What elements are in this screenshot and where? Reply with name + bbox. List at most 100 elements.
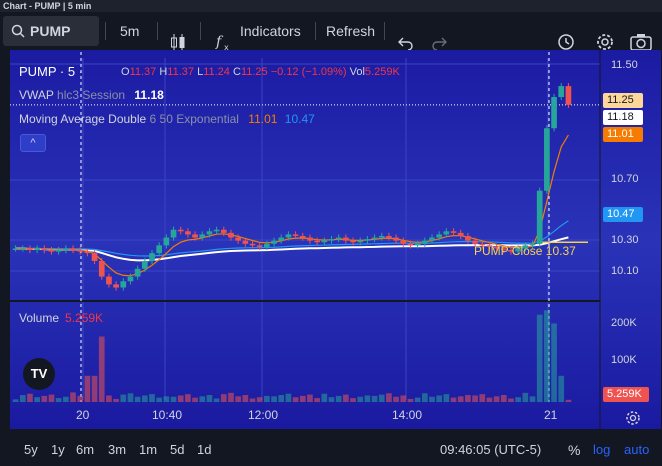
- interval-button[interactable]: 5m: [120, 23, 140, 39]
- volume-bar: [450, 397, 457, 402]
- ma-slow-value: 10.47: [284, 112, 315, 126]
- candle-body: [63, 248, 69, 251]
- volume-bar: [292, 397, 299, 402]
- candle-body: [34, 248, 40, 251]
- candle-body: [220, 229, 227, 233]
- candle-body: [307, 237, 313, 241]
- range-1y[interactable]: 1y: [51, 442, 65, 457]
- candle-body: [292, 234, 299, 236]
- svg-text:f: f: [215, 34, 224, 50]
- volume-bar: [228, 392, 234, 402]
- candle-body: [378, 235, 385, 238]
- candle-body: [486, 245, 493, 247]
- candle-body: [41, 248, 48, 251]
- candle-body: [522, 245, 529, 249]
- candle-body: [357, 240, 364, 243]
- range-3m[interactable]: 3m: [108, 442, 127, 457]
- svg-text:x: x: [224, 43, 229, 52]
- volume-bar: [63, 396, 69, 402]
- chart-settings-icon[interactable]: [625, 410, 641, 426]
- symbol-search-button[interactable]: PUMP: [3, 16, 99, 46]
- toolbar-divider: [200, 22, 201, 40]
- candle-body: [350, 240, 356, 243]
- toolbar-divider: [315, 22, 316, 40]
- candle-body: [565, 86, 572, 105]
- candle-body: [465, 235, 471, 241]
- candle-body: [163, 237, 170, 246]
- volume-bar: [27, 393, 33, 402]
- tradingview-logo-icon[interactable]: TV: [23, 358, 55, 390]
- legend-vwap[interactable]: VWAP hlc3 Session 11.18: [19, 88, 164, 102]
- volume-bar: [163, 396, 170, 402]
- candle-body: [84, 251, 91, 254]
- range-5y[interactable]: 5y: [24, 442, 38, 457]
- volume-bar: [357, 396, 364, 402]
- candles-icon[interactable]: [169, 33, 187, 53]
- volume-bar: [77, 395, 84, 402]
- range-5d[interactable]: 5d: [170, 442, 185, 457]
- undo-icon[interactable]: [398, 36, 414, 50]
- candle-body: [314, 240, 320, 243]
- price-axis-label: 10.10: [611, 265, 639, 277]
- range-6m[interactable]: 6m: [76, 442, 95, 457]
- volume-bar: [185, 394, 191, 402]
- gear-icon[interactable]: [595, 32, 615, 52]
- candle-body: [457, 232, 464, 236]
- volume-bar: [235, 396, 241, 402]
- search-icon: [11, 24, 25, 38]
- refresh-button[interactable]: Refresh: [326, 23, 376, 39]
- redo-icon[interactable]: [431, 36, 447, 50]
- legend-moving-average[interactable]: Moving Average Double 6 50 Exponential 1…: [19, 112, 315, 126]
- candle-body: [386, 235, 392, 238]
- volume-legend: Volume 5.259K: [19, 311, 103, 325]
- volume-bar: [192, 397, 198, 402]
- candle-body: [242, 240, 249, 244]
- volume-bar: [220, 394, 227, 402]
- toolbar-divider: [157, 22, 158, 40]
- candle-body: [113, 284, 119, 288]
- candle-body: [529, 243, 536, 246]
- candle-body: [414, 243, 421, 246]
- indicators-button[interactable]: Indicators: [240, 23, 301, 39]
- auto-toggle[interactable]: auto: [624, 442, 650, 457]
- candle-body: [508, 250, 514, 252]
- volume-bar: [19, 395, 26, 402]
- ohlc-close-label: C: [232, 66, 241, 78]
- candle-body: [127, 276, 134, 282]
- candle-body: [77, 250, 84, 252]
- vwap-value: 11.18: [134, 88, 164, 102]
- ohlc-vol-label: Vol: [349, 66, 365, 78]
- volume-bar: [199, 396, 206, 402]
- price-tag-ma-slow: 10.47: [603, 207, 643, 222]
- range-1d[interactable]: 1d: [197, 442, 212, 457]
- candle-body: [12, 248, 19, 250]
- volume-bar: [285, 393, 292, 402]
- candle-body: [235, 237, 241, 241]
- volume-bar: [400, 395, 407, 402]
- volume-bar: [84, 375, 91, 402]
- time-axis-label: 12:00: [248, 408, 279, 422]
- clock[interactable]: 09:46:05 (UTC-5): [440, 442, 542, 457]
- percent-toggle[interactable]: %: [568, 442, 581, 458]
- volume-tag: 5.259K: [603, 387, 649, 402]
- legend-collapse-button[interactable]: ^: [20, 134, 46, 152]
- alert-clock-icon[interactable]: [556, 32, 576, 52]
- volume-bar: [371, 395, 378, 402]
- candle-body: [98, 260, 105, 277]
- vwap-params: hlc3 Session: [57, 88, 126, 102]
- candle-body: [141, 260, 148, 269]
- volume-bar: [206, 395, 213, 402]
- volume-bar: [307, 394, 313, 402]
- legend-symbol: PUMP · 5 ·: [19, 64, 84, 79]
- volume-bar: [314, 398, 320, 402]
- candle-body: [393, 237, 399, 241]
- price-axis-label: 10.30: [611, 234, 639, 246]
- range-1m[interactable]: 1m: [139, 442, 158, 457]
- time-axis-label: 21: [544, 408, 558, 422]
- log-toggle[interactable]: log: [593, 442, 611, 457]
- vwap-name: VWAP: [19, 88, 54, 102]
- legend-ohlc: O11.37 H11.37 L11.24 C11.25 −0.12 (−1.09…: [121, 66, 400, 78]
